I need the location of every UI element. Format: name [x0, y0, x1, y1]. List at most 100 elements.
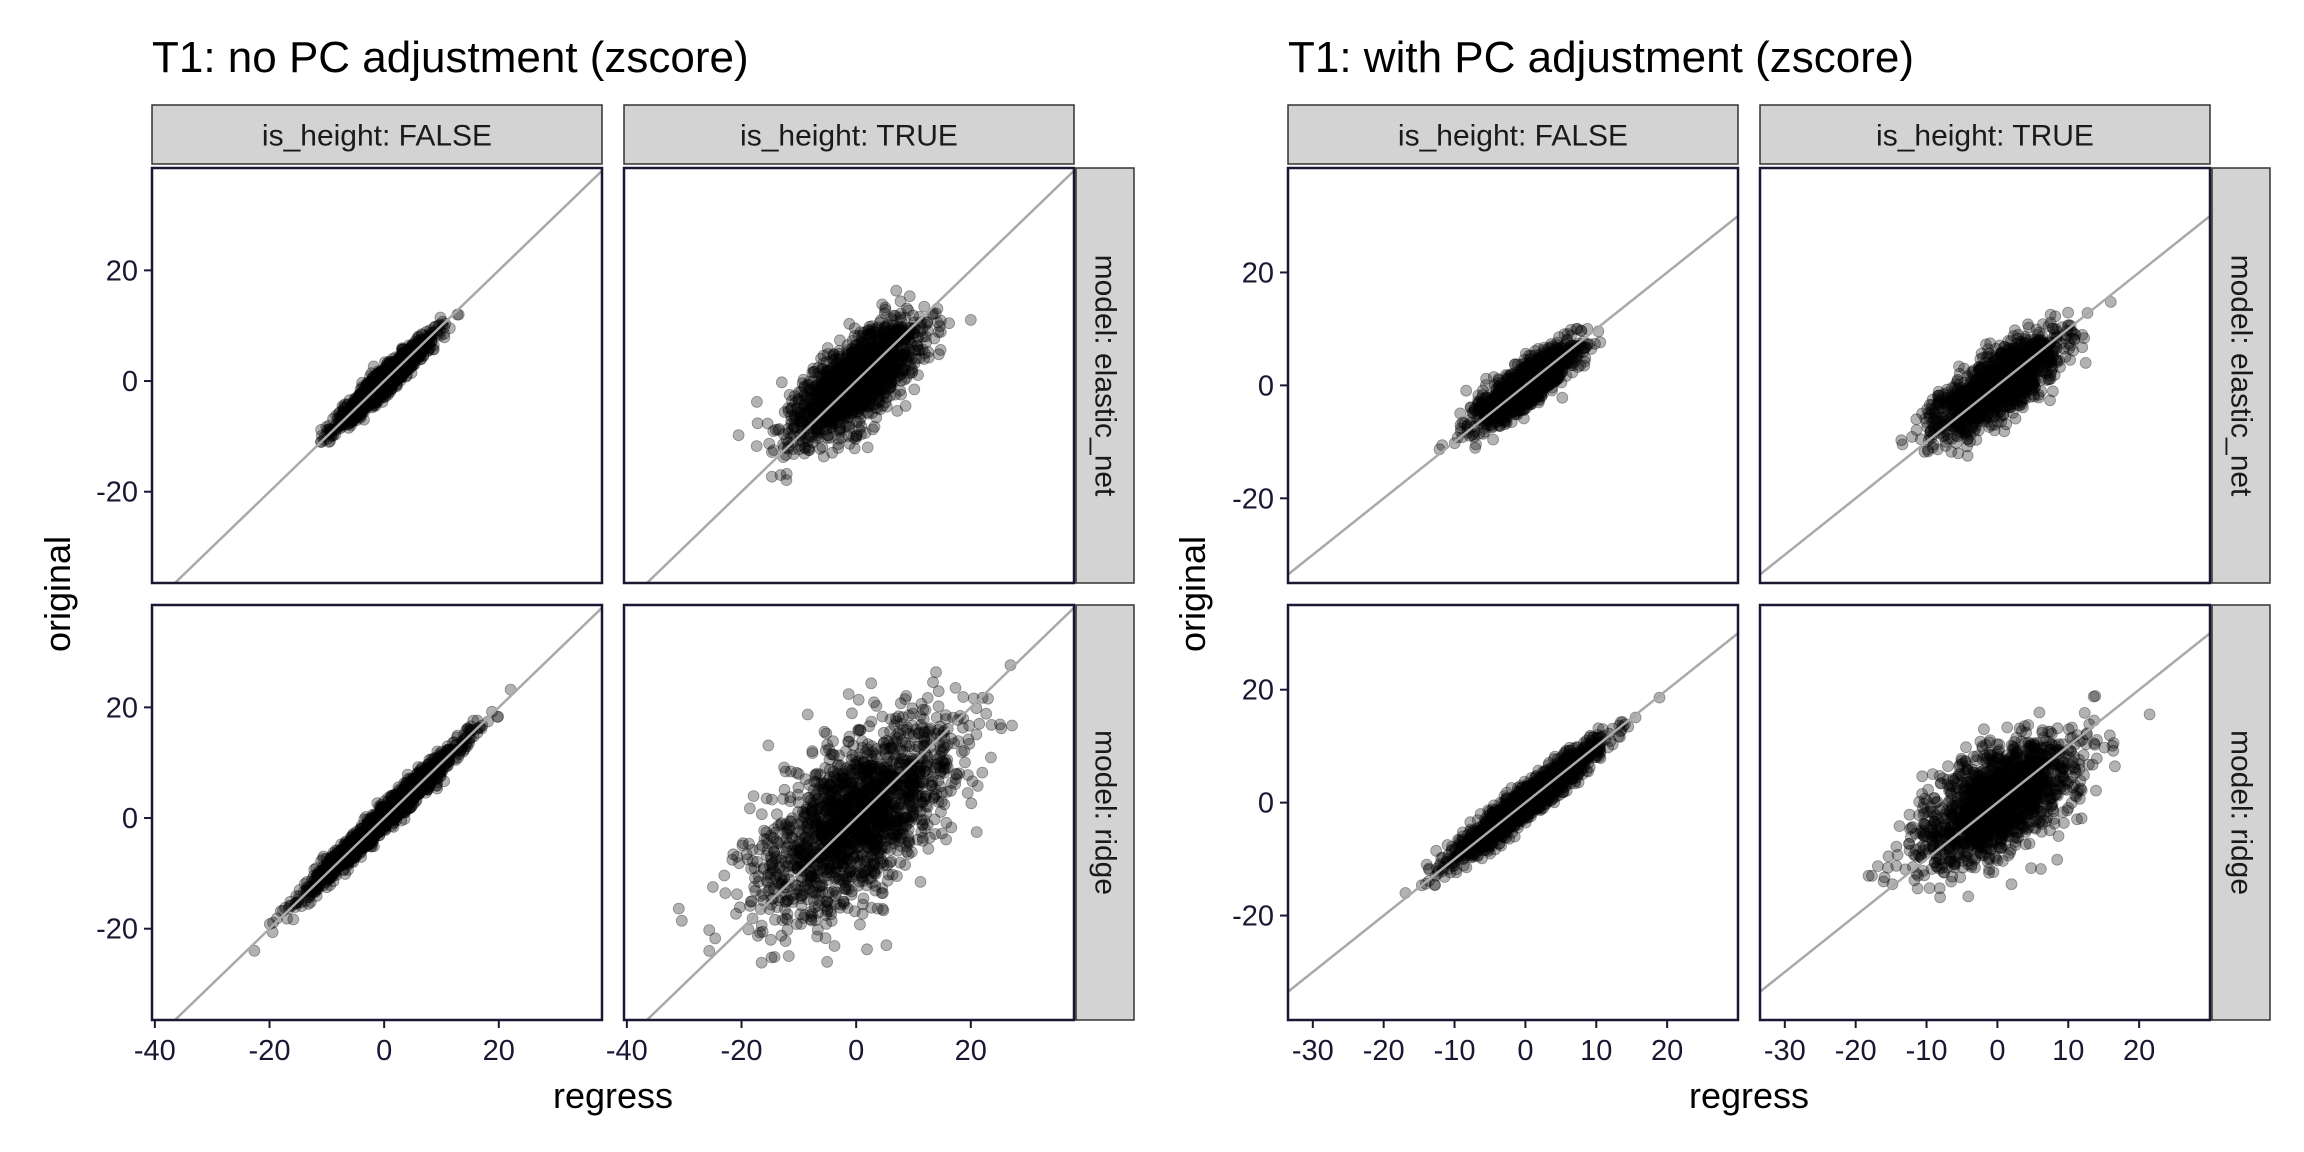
data-point [351, 398, 364, 411]
data-point [409, 347, 422, 360]
data-point [817, 383, 830, 396]
data-point [822, 348, 834, 360]
data-point [365, 389, 378, 402]
data-point [821, 392, 833, 405]
data-point [373, 382, 386, 395]
data-point [873, 390, 885, 403]
data-point [350, 393, 363, 406]
data-point [850, 387, 863, 399]
data-point [371, 395, 384, 408]
data-point [850, 364, 863, 377]
data-point [860, 382, 872, 394]
data-point [850, 430, 862, 443]
data-point [426, 343, 439, 356]
data-point [797, 373, 810, 386]
data-point [874, 370, 887, 383]
data-point [392, 363, 405, 376]
data-point [886, 351, 899, 363]
data-point [370, 370, 383, 382]
data-point [906, 364, 919, 377]
data-point [886, 353, 899, 366]
data-point [873, 391, 885, 404]
data-point [360, 383, 373, 396]
data-point [892, 355, 904, 368]
data-point [810, 425, 823, 438]
data-point [827, 361, 840, 374]
data-point [800, 390, 813, 403]
data-point [387, 373, 400, 386]
data-point [883, 350, 896, 362]
data-point [875, 376, 887, 389]
data-point [816, 397, 829, 409]
data-point [399, 351, 412, 364]
data-point [377, 391, 389, 404]
data-point [839, 399, 852, 412]
data-point [848, 385, 861, 398]
data-point [907, 327, 920, 340]
data-point [371, 378, 384, 391]
data-point [869, 388, 882, 401]
data-point [818, 395, 830, 408]
data-point [868, 350, 880, 363]
data-point [409, 342, 422, 355]
data-point [397, 352, 410, 365]
data-point [871, 369, 884, 382]
data-point [368, 399, 381, 411]
data-point [836, 362, 848, 375]
data-point [767, 425, 780, 438]
data-point [899, 346, 912, 358]
data-point [347, 402, 360, 415]
data-point [404, 356, 417, 369]
panel-background [624, 168, 1074, 583]
data-point [425, 327, 438, 339]
data-point [395, 349, 408, 362]
data-point [845, 346, 858, 359]
data-point [361, 380, 374, 393]
data-point [408, 336, 421, 349]
data-point [918, 353, 930, 365]
data-point [821, 412, 833, 425]
data-point [859, 357, 872, 370]
data-point [427, 339, 440, 352]
data-point [782, 402, 795, 415]
data-point [380, 382, 393, 395]
data-point [376, 396, 389, 408]
data-point [884, 353, 897, 366]
data-point [858, 359, 871, 372]
data-point [836, 403, 849, 416]
data-point [904, 359, 917, 372]
data-point [341, 398, 354, 411]
data-point [841, 407, 853, 419]
data-point [839, 396, 852, 409]
facet-strip-row [1075, 604, 1135, 1021]
data-point [392, 371, 405, 384]
data-point [907, 309, 919, 322]
data-point [412, 345, 424, 358]
data-point [336, 400, 349, 413]
data-point [395, 356, 407, 369]
data-point [379, 385, 392, 398]
data-point [332, 411, 345, 424]
data-point [366, 397, 379, 410]
data-point [804, 383, 817, 396]
data-point [825, 410, 838, 423]
data-point [400, 350, 413, 363]
data-point [880, 330, 893, 343]
facet-column-label: is_height: FALSE [262, 120, 492, 153]
data-point [822, 377, 834, 390]
data-point [833, 411, 846, 424]
data-point [864, 346, 877, 359]
data-point [393, 350, 406, 363]
data-point [397, 344, 410, 357]
data-point [383, 378, 395, 391]
data-point [843, 391, 856, 404]
data-point [790, 402, 803, 415]
data-point [374, 370, 387, 383]
data-point [834, 375, 846, 388]
data-point [412, 352, 425, 365]
data-point [370, 384, 383, 397]
data-point [855, 387, 868, 400]
data-point [853, 357, 865, 370]
